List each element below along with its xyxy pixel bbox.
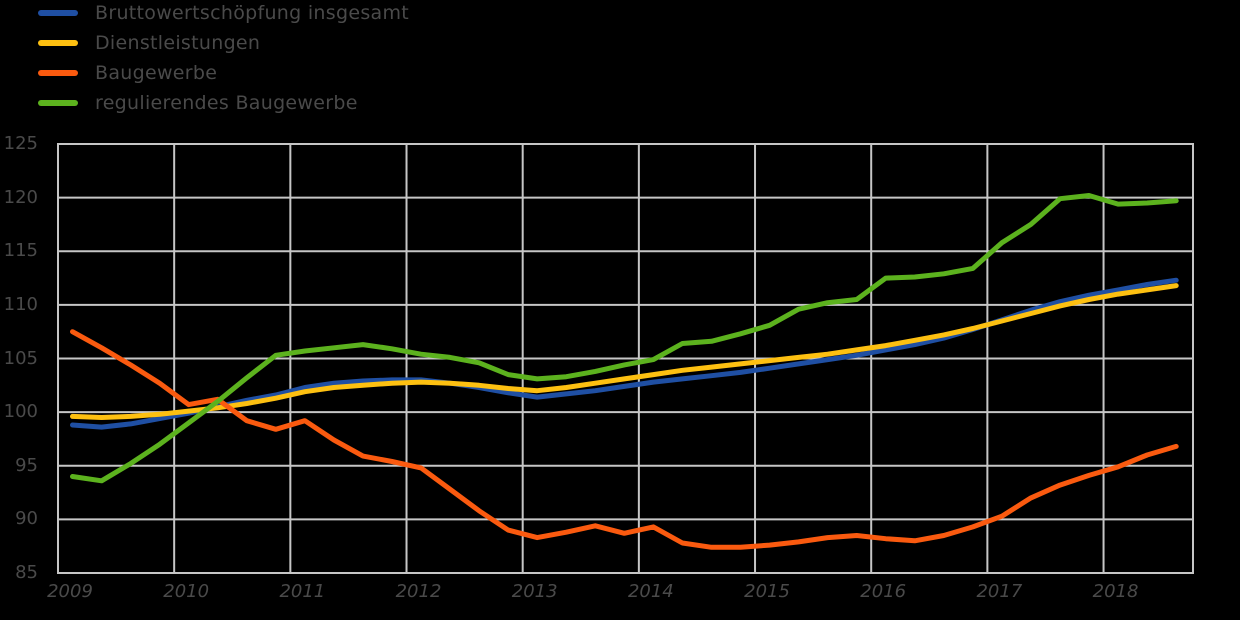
legend-line-sample	[38, 10, 78, 16]
legend-label: regulierendes Baugewerbe	[95, 92, 358, 114]
x-tick-label: 2012	[395, 581, 442, 602]
legend-label: Dienstleistungen	[95, 32, 261, 54]
y-tick-label: 125	[3, 133, 38, 154]
legend-item: Bruttowertschöpfung insgesamt	[0, 0, 409, 28]
y-tick-label: 90	[15, 508, 38, 530]
x-tick-label: 2014	[627, 581, 674, 602]
legend-label: Bruttowertschöpfung insgesamt	[95, 2, 410, 24]
x-tick-label: 2018	[1092, 581, 1139, 602]
x-tick-label: 2015	[744, 581, 790, 602]
legend-item: Dienstleistungen	[0, 28, 409, 58]
x-tick-label: 2016	[860, 581, 907, 602]
legend-item: regulierendes Baugewerbe	[0, 88, 409, 118]
legend-line-sample	[38, 100, 78, 106]
x-tick-label: 2011	[279, 581, 326, 602]
series-line	[70, 329, 1179, 550]
x-tick-label: 2010	[163, 581, 210, 602]
legend: Bruttowertschöpfung insgesamt Dienstleis…	[0, 0, 409, 118]
legend-label: Baugewerbe	[95, 62, 218, 84]
y-tick-label: 115	[3, 240, 38, 262]
y-tick-label: 95	[15, 454, 38, 476]
y-tick-label: 85	[15, 562, 38, 583]
legend-line-sample	[38, 70, 78, 76]
y-tick-label: 100	[3, 401, 38, 423]
x-tick-label: 2017	[976, 581, 1023, 602]
y-tick-label: 120	[3, 186, 38, 208]
plot-border	[57, 143, 1194, 574]
legend-line-sample	[38, 40, 78, 46]
y-tick-label: 110	[3, 293, 38, 315]
x-tick-label: 2009	[47, 581, 93, 602]
legend-item: Baugewerbe	[0, 58, 409, 88]
y-tick-label: 105	[3, 347, 38, 369]
x-tick-label: 2013	[511, 581, 558, 602]
series-line	[70, 283, 1179, 420]
series-line	[70, 193, 1179, 484]
